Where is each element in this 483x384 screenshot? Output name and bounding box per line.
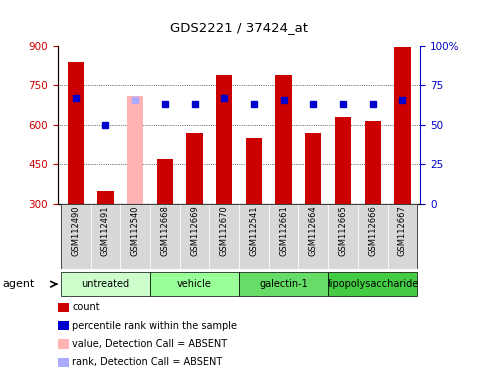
Text: GSM112540: GSM112540: [131, 205, 140, 256]
Bar: [239, 272, 328, 296]
Text: agent: agent: [2, 279, 35, 289]
Bar: [305, 133, 322, 204]
Bar: [120, 204, 150, 269]
Text: GSM112661: GSM112661: [279, 205, 288, 256]
Text: lipopolysaccharide: lipopolysaccharide: [327, 279, 418, 289]
Bar: [298, 204, 328, 269]
Text: GSM112667: GSM112667: [398, 205, 407, 257]
Bar: [127, 96, 143, 204]
Bar: [91, 204, 120, 269]
Bar: [210, 204, 239, 269]
Text: GSM112664: GSM112664: [309, 205, 318, 256]
Text: count: count: [72, 302, 100, 312]
Bar: [269, 204, 298, 269]
Bar: [180, 204, 210, 269]
Text: galectin-1: galectin-1: [259, 279, 308, 289]
Text: GSM112665: GSM112665: [339, 205, 347, 256]
Bar: [61, 272, 150, 296]
Bar: [275, 75, 292, 204]
Text: value, Detection Call = ABSENT: value, Detection Call = ABSENT: [72, 339, 227, 349]
Text: GSM112490: GSM112490: [71, 205, 80, 256]
Text: GSM112491: GSM112491: [101, 205, 110, 256]
Text: GSM112668: GSM112668: [160, 205, 170, 257]
Bar: [186, 133, 203, 204]
Bar: [97, 191, 114, 204]
Bar: [246, 139, 262, 204]
Text: GDS2221 / 37424_at: GDS2221 / 37424_at: [170, 21, 308, 34]
Text: vehicle: vehicle: [177, 279, 212, 289]
Bar: [328, 204, 358, 269]
Bar: [68, 62, 84, 204]
Text: untreated: untreated: [82, 279, 129, 289]
Bar: [216, 75, 232, 204]
Bar: [328, 272, 417, 296]
Bar: [150, 204, 180, 269]
Bar: [239, 204, 269, 269]
Bar: [61, 204, 91, 269]
Bar: [335, 117, 351, 204]
Bar: [156, 159, 173, 204]
Text: percentile rank within the sample: percentile rank within the sample: [72, 321, 238, 331]
Bar: [365, 121, 381, 204]
Bar: [358, 204, 387, 269]
Text: GSM112669: GSM112669: [190, 205, 199, 256]
Text: GSM112670: GSM112670: [220, 205, 229, 256]
Text: GSM112541: GSM112541: [249, 205, 258, 256]
Bar: [387, 204, 417, 269]
Bar: [394, 47, 411, 204]
Text: rank, Detection Call = ABSENT: rank, Detection Call = ABSENT: [72, 358, 223, 367]
Text: GSM112666: GSM112666: [368, 205, 377, 257]
Bar: [150, 272, 239, 296]
